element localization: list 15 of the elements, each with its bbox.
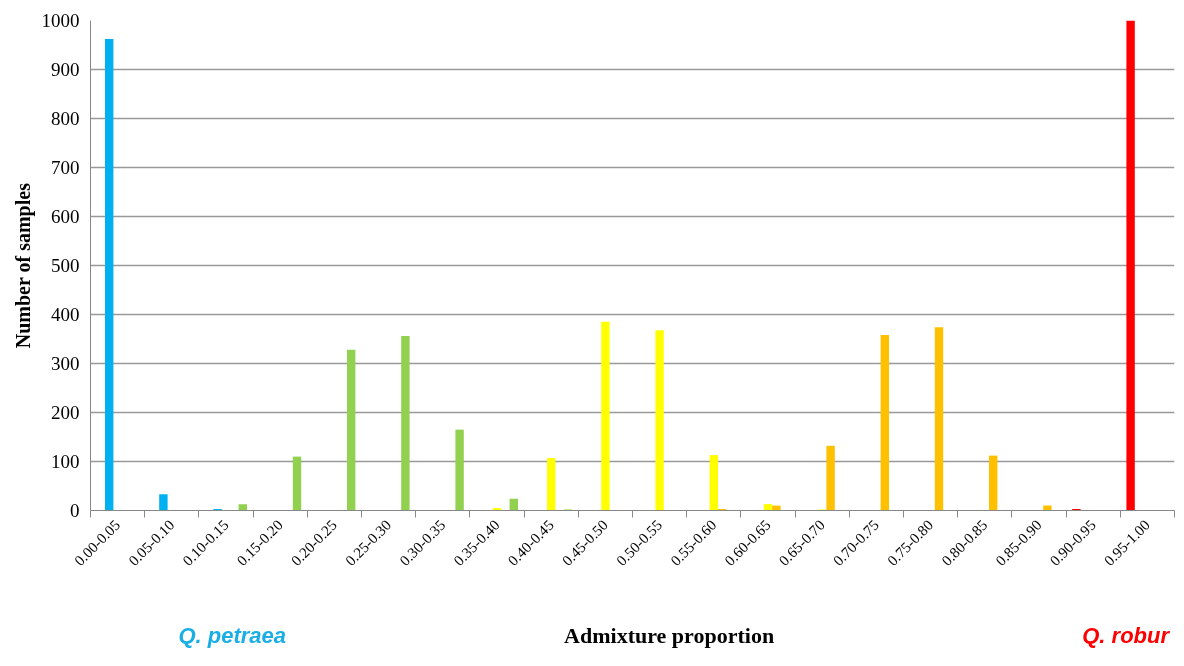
y-tick-label: 500 [51,255,80,276]
y-tick-label: 200 [51,402,80,423]
y-tick-label: 400 [51,304,80,325]
y-tick-label: 1000 [41,10,80,31]
text: Q. petraea [178,623,286,648]
x-axis-title: Admixture proportion [564,623,775,648]
y-tick-label: 700 [51,157,80,178]
y-tick-label: 100 [51,451,80,472]
y-tick-label: 900 [51,59,80,80]
y-tick-label: 0 [70,500,80,521]
y-axis-title: Number of samples [11,182,35,349]
y-tick-label: 800 [51,108,80,129]
y-tick-label: 600 [51,206,80,227]
y-tick-label: 300 [51,353,80,374]
text: Q. robur [1082,623,1171,648]
